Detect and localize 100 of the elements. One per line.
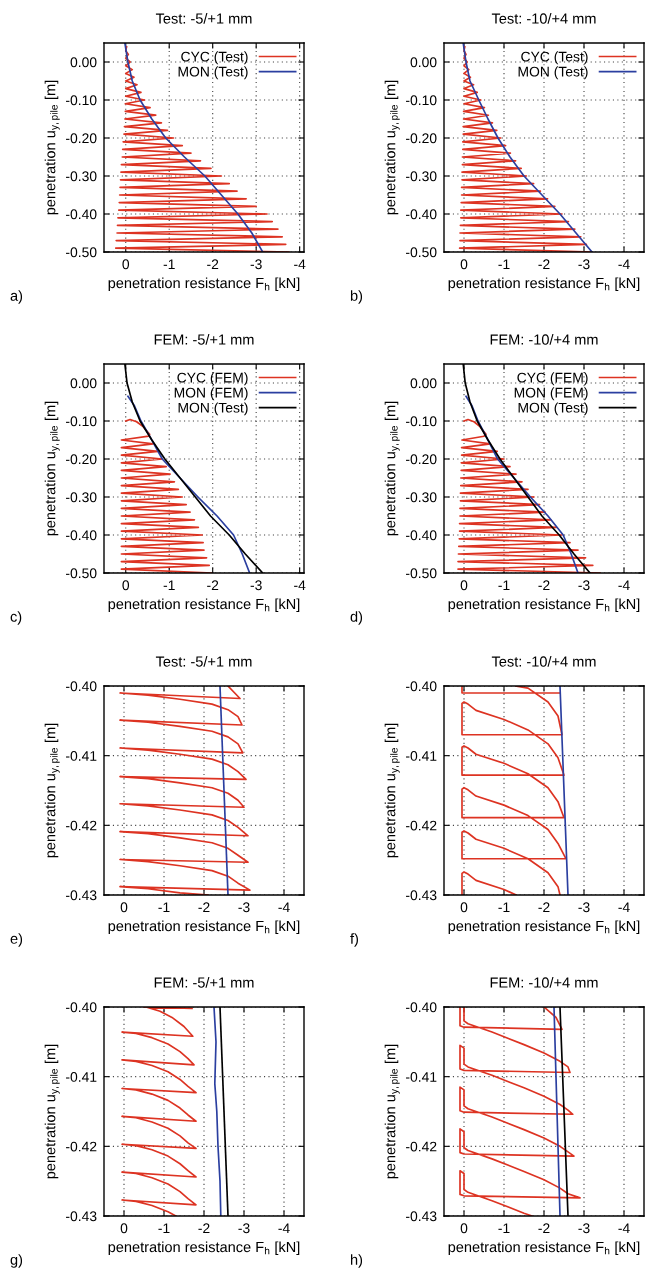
- line-series: [124, 43, 264, 252]
- line-series: [213, 1007, 222, 1216]
- x-tick-label: -1: [163, 259, 175, 270]
- chart-title: Test: -5/+1 mm: [155, 12, 252, 24]
- y-tick-label: -0.40: [406, 1002, 437, 1013]
- x-tick-label: -3: [578, 1223, 590, 1234]
- line-series: [119, 686, 251, 895]
- y-tick-label: -0.42: [66, 1141, 97, 1152]
- x-axis-title: penetration resistance F$_{h}$ [kN]: [108, 920, 300, 935]
- y-tick-label: -0.30: [406, 171, 437, 182]
- legend-label: MON (Test): [178, 66, 248, 80]
- legend-label: CYC (FEM): [177, 372, 248, 386]
- x-tick-label: 0: [120, 902, 128, 913]
- x-tick-label: -3: [250, 580, 262, 591]
- x-tick-label: -4: [278, 902, 290, 913]
- x-tick-label: 0: [460, 580, 468, 591]
- legend-label: CYC (FEM): [517, 372, 588, 386]
- x-tick-label: -3: [250, 259, 262, 270]
- y-axis-title: penetration u$_{y,pile}$ [m]: [44, 80, 60, 215]
- y-tick-label: -0.40: [66, 209, 97, 220]
- y-axis-title: penetration u$_{y,pile}$ [m]: [384, 1044, 400, 1179]
- y-tick-label: -0.20: [406, 454, 437, 465]
- x-tick-label: 0: [122, 580, 130, 591]
- y-tick-label: -0.10: [406, 416, 437, 427]
- legend-label: MON (FEM): [514, 387, 588, 401]
- y-tick-label: -0.41: [406, 751, 437, 761]
- y-tick-label: 0.00: [410, 57, 437, 68]
- legend-label: MON (Test): [518, 66, 588, 80]
- y-tick-label: -0.40: [406, 530, 437, 541]
- x-tick-label: -3: [238, 902, 250, 913]
- y-tick-label: -0.50: [66, 568, 97, 579]
- y-tick-label: 0.00: [70, 57, 97, 68]
- y-tick-label: -0.50: [406, 247, 437, 258]
- x-tick-label: -3: [238, 1223, 250, 1234]
- y-tick-label: -0.43: [66, 1211, 97, 1222]
- y-tick-label: -0.10: [66, 95, 97, 106]
- y-axis-title: penetration u$_{y,pile}$ [m]: [44, 401, 60, 536]
- x-axis-title: penetration resistance F$_{h}$ [kN]: [448, 277, 640, 292]
- chart-title: FEM: -10/+4 mm: [490, 976, 598, 988]
- x-tick-label: -4: [294, 259, 306, 270]
- text: g): [10, 1254, 23, 1268]
- x-tick-label: -1: [498, 902, 510, 913]
- x-tick-label: 0: [460, 259, 468, 270]
- line-series: [114, 45, 290, 252]
- y-axis-title: penetration u$_{y,pile}$ [m]: [384, 401, 400, 536]
- x-tick-label: -3: [578, 902, 590, 913]
- y-tick-label: -0.20: [66, 454, 97, 465]
- y-tick-label: -0.50: [66, 247, 97, 258]
- x-tick-label: -2: [538, 902, 550, 913]
- y-tick-label: -0.42: [406, 1141, 437, 1152]
- x-tick-label: -4: [618, 580, 630, 591]
- x-tick-label: -2: [538, 580, 550, 591]
- x-tick-label: -1: [158, 902, 170, 913]
- y-tick-label: -0.42: [406, 820, 437, 831]
- x-tick-label: -1: [158, 1223, 170, 1234]
- x-tick-label: -1: [498, 580, 510, 591]
- legend-label: MON (Test): [518, 402, 588, 416]
- line-series: [553, 1007, 561, 1216]
- y-axis-title: penetration u$_{y,pile}$ [m]: [384, 80, 400, 215]
- x-tick-label: -4: [618, 259, 630, 270]
- x-tick-label: -2: [198, 902, 210, 913]
- x-tick-label: -4: [294, 580, 306, 591]
- y-tick-label: -0.10: [66, 416, 97, 427]
- text: a): [10, 290, 23, 304]
- y-tick-label: -0.40: [406, 209, 437, 220]
- x-tick-label: 0: [122, 259, 130, 270]
- legend-label: CYC (Test): [181, 51, 248, 65]
- x-tick-label: 0: [460, 902, 468, 913]
- y-tick-label: -0.20: [66, 133, 97, 144]
- y-axis-title: penetration u$_{y,pile}$ [m]: [44, 723, 60, 858]
- text: c): [10, 611, 22, 625]
- x-tick-label: -2: [538, 259, 550, 270]
- y-tick-label: -0.30: [66, 492, 97, 503]
- x-tick-label: -2: [207, 580, 219, 591]
- x-tick-label: 0: [460, 1223, 468, 1234]
- x-axis-title: penetration resistance F$_{h}$ [kN]: [448, 1241, 640, 1256]
- chart-title: FEM: -10/+4 mm: [490, 333, 598, 345]
- text: e): [10, 933, 23, 947]
- x-tick-label: 0: [120, 1223, 128, 1234]
- x-tick-label: -2: [538, 1223, 550, 1234]
- y-tick-label: 0.00: [70, 378, 97, 389]
- y-tick-label: -0.41: [66, 1072, 97, 1082]
- x-axis-title: penetration resistance F$_{h}$ [kN]: [108, 598, 300, 613]
- x-tick-label: -4: [618, 1223, 630, 1234]
- text: h): [351, 1254, 363, 1268]
- legend-label: MON (Test): [178, 402, 248, 416]
- y-tick-label: -0.20: [406, 133, 437, 144]
- x-axis-title: penetration resistance F$_{h}$ [kN]: [108, 277, 300, 292]
- y-tick-label: -0.43: [406, 890, 437, 901]
- x-tick-label: -4: [278, 1223, 290, 1234]
- text: f): [350, 933, 358, 947]
- y-tick-label: -0.40: [66, 681, 97, 692]
- y-tick-label: -0.41: [66, 751, 97, 761]
- x-tick-label: -2: [198, 1223, 210, 1234]
- x-axis-title: penetration resistance F$_{h}$ [kN]: [448, 598, 640, 613]
- y-tick-label: -0.42: [66, 820, 97, 831]
- x-tick-label: -3: [578, 580, 590, 591]
- y-tick-label: -0.40: [66, 1002, 97, 1013]
- x-tick-label: -3: [578, 259, 590, 270]
- y-tick-label: -0.30: [406, 492, 437, 503]
